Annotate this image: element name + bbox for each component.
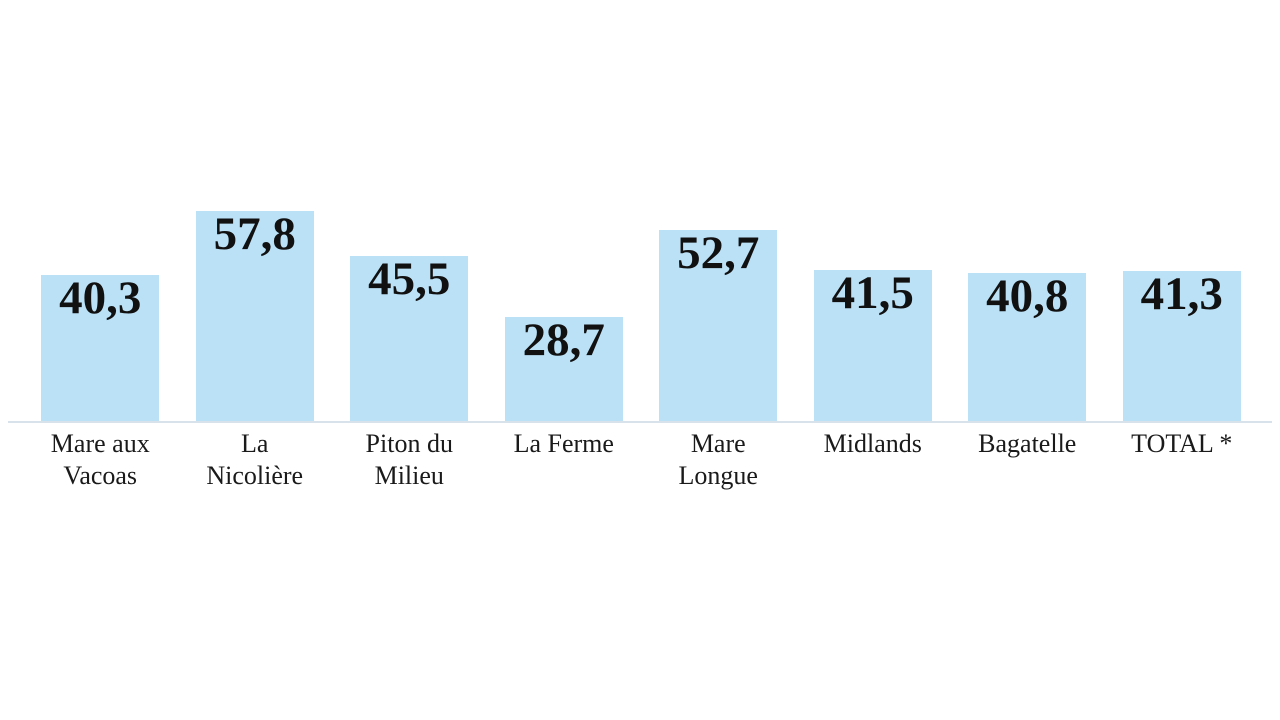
bar-rect: 52,7 [659, 227, 778, 421]
bar-value-label: 40,3 [59, 272, 142, 324]
x-axis-label-line2: Milieu [374, 461, 444, 490]
bar-group: 57,8 [178, 0, 333, 421]
bar-rect: 41,3 [1122, 268, 1241, 421]
bar-rect: 45,5 [350, 253, 469, 421]
x-axis-label: Mare Longue [641, 428, 796, 492]
x-axis-label-line2: Longue [678, 461, 758, 490]
bar-group: 52,7 [641, 0, 796, 421]
bar-value-label: 52,7 [677, 227, 760, 279]
bar-group: 45,5 [332, 0, 487, 421]
x-axis-label-line1: La Ferme [513, 429, 614, 458]
bar-rect: 40,3 [41, 272, 160, 421]
x-axis-label-line2: Nicolière [206, 461, 304, 490]
x-axis-label: Bagatelle [950, 428, 1105, 492]
x-axis-label: Piton du Milieu [332, 428, 487, 492]
bar-value-label: 57,8 [213, 208, 296, 260]
bar-group: 40,8 [950, 0, 1105, 421]
x-axis-label: Mare aux Vacoas [23, 428, 178, 492]
bar-value-label: 41,5 [831, 267, 914, 319]
x-axis-label: La Ferme [487, 428, 642, 492]
bar-rect: 28,7 [504, 314, 623, 421]
bar-value-label: 40,8 [986, 270, 1069, 322]
x-axis-label-line1: Midlands [823, 429, 922, 458]
bar-value-label: 45,5 [368, 253, 451, 305]
bar-group: 41,3 [1105, 0, 1260, 421]
bar-rect: 41,5 [813, 267, 932, 421]
x-axis-label-line1: La [241, 429, 269, 458]
x-axis-label-line1: TOTAL * [1131, 429, 1233, 458]
bar-group: 28,7 [487, 0, 642, 421]
x-axis-label-line1: Piton du [365, 429, 453, 458]
bar-rect: 57,8 [195, 208, 314, 421]
x-axis-labels: Mare aux Vacoas La Nicolière Piton du Mi… [23, 428, 1259, 492]
bar-group: 40,3 [23, 0, 178, 421]
bars-row: 40,3 57,8 45,5 28,7 52,7 [23, 0, 1259, 421]
bar-group: 41,5 [796, 0, 951, 421]
x-axis-label: La Nicolière [178, 428, 333, 492]
x-axis-label-line1: Bagatelle [978, 429, 1077, 458]
bar-value-label: 28,7 [522, 314, 605, 366]
x-axis-label-line1: Mare [690, 429, 746, 458]
x-axis-label-line1: Mare aux [50, 429, 150, 458]
x-axis-line [8, 421, 1272, 423]
bar-value-label: 41,3 [1140, 268, 1223, 320]
x-axis-label-line2: Vacoas [63, 461, 138, 490]
x-axis-label: Midlands [796, 428, 951, 492]
x-axis-label: TOTAL * [1105, 428, 1260, 492]
bar-rect: 40,8 [968, 270, 1087, 421]
